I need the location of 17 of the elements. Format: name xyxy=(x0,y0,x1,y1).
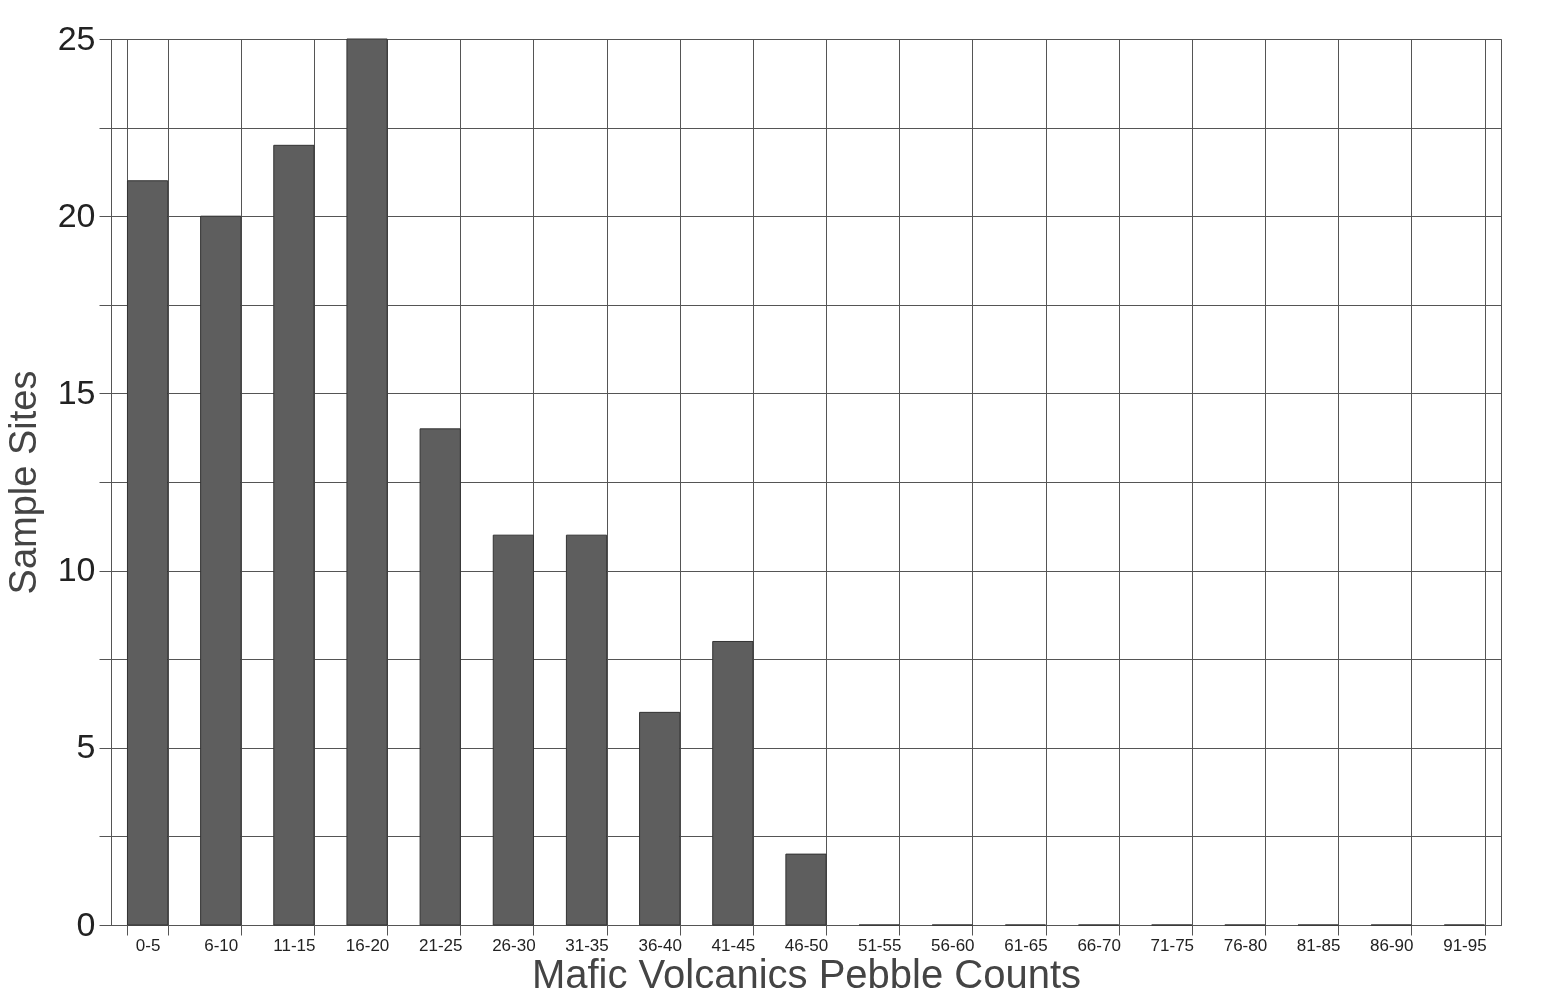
x-tick-label: 81-85 xyxy=(1296,935,1341,955)
x-tick-label: 71-75 xyxy=(1150,935,1195,955)
x-tick-label: 21-25 xyxy=(418,935,463,955)
y-tick-label: 25 xyxy=(57,18,96,57)
x-tick-label: 0-5 xyxy=(135,935,161,955)
x-tick-label: 16-20 xyxy=(345,935,390,955)
y-tick-label: 5 xyxy=(76,727,96,766)
y-tick-label: 15 xyxy=(57,372,96,411)
x-tick-label: 91-95 xyxy=(1443,935,1487,955)
y-tick-label: 0 xyxy=(76,904,96,943)
y-axis-title: Sample Sites xyxy=(1,370,44,595)
x-tick-label: 76-80 xyxy=(1223,935,1268,955)
y-tick-label: 10 xyxy=(57,550,96,589)
x-tick-label: 11-15 xyxy=(273,935,316,955)
x-tick-label: 6-10 xyxy=(204,935,239,955)
x-tick-label: 86-90 xyxy=(1370,935,1414,955)
y-tick-label: 20 xyxy=(57,195,96,234)
